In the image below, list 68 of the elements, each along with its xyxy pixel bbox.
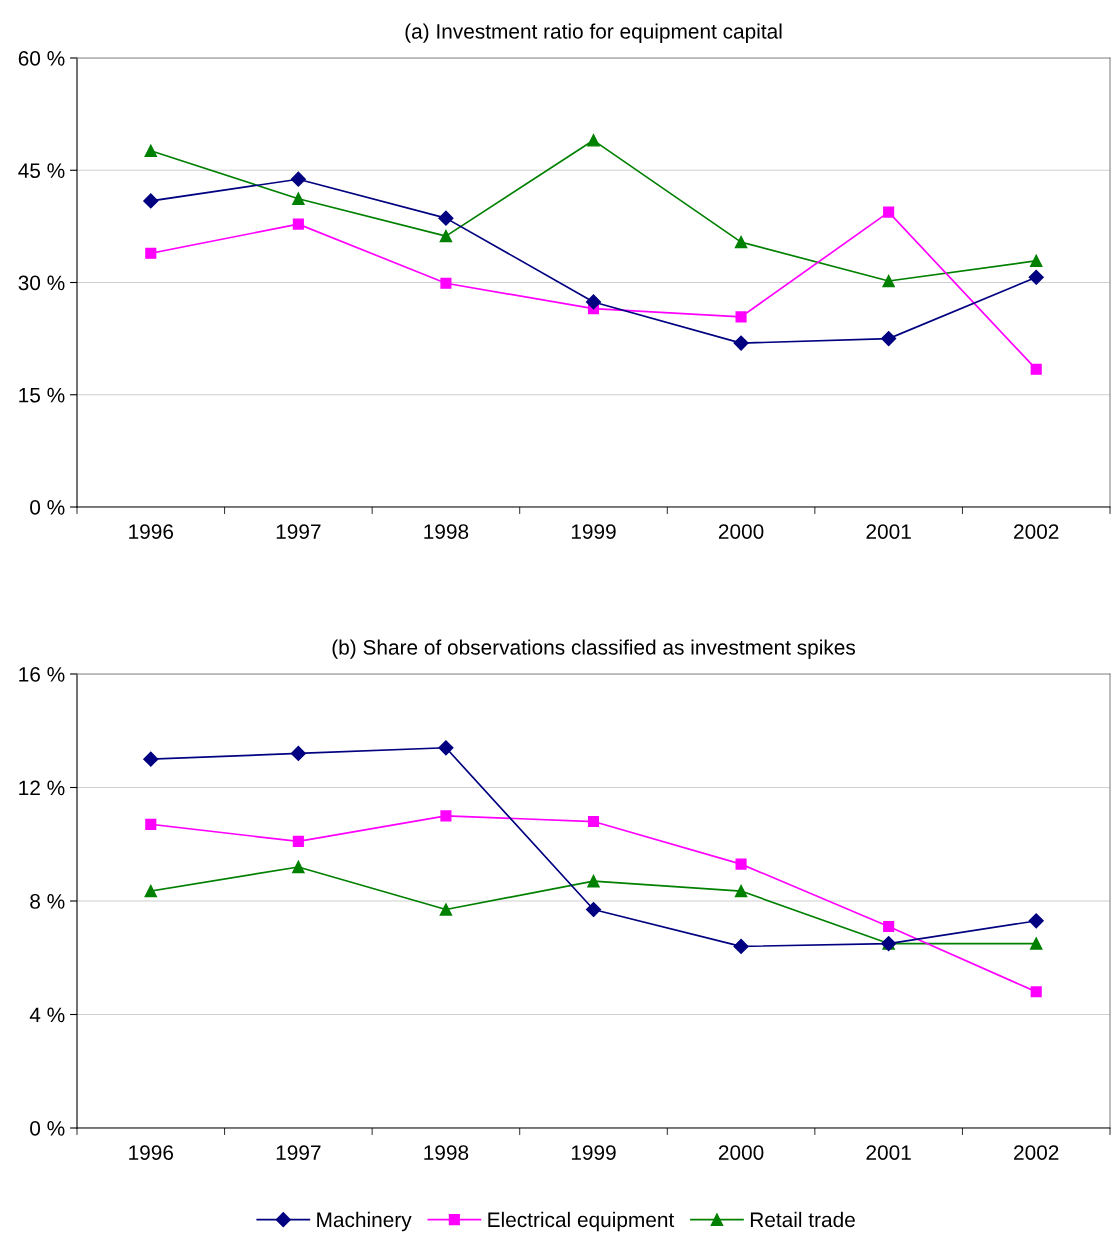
point	[438, 740, 454, 756]
point	[290, 171, 306, 187]
y-tick-label: 16 %	[19, 667, 65, 682]
point	[292, 835, 304, 847]
point	[735, 858, 747, 870]
point	[1028, 269, 1044, 285]
point	[145, 818, 157, 830]
point	[440, 277, 452, 289]
x-tick-label: 2002	[1014, 524, 1059, 539]
x-tick-label: 1999	[571, 524, 616, 539]
y-tick-label: 45 %	[18, 163, 65, 178]
point	[587, 874, 600, 888]
x-tick-label: 2001	[866, 1145, 911, 1160]
point	[439, 903, 453, 916]
point	[883, 206, 895, 218]
point	[881, 331, 897, 347]
point	[735, 311, 747, 323]
x-tick-label: 1999	[571, 1145, 616, 1160]
point	[143, 751, 159, 767]
point	[587, 815, 600, 828]
point	[440, 810, 452, 822]
point	[587, 134, 600, 147]
y-tick-label: 15 %	[19, 387, 65, 403]
y-tick-label: 0 %	[30, 1121, 65, 1136]
point	[292, 860, 305, 874]
point	[734, 884, 748, 898]
chart-title: (a) Investment ratio for equipment capital	[405, 23, 782, 43]
point	[292, 218, 304, 230]
point	[883, 920, 895, 933]
y-tick-label: 12 %	[19, 780, 65, 796]
point	[733, 335, 749, 351]
y-tick-label: 8 %	[30, 894, 65, 909]
point	[144, 144, 158, 158]
chart-title: (b) Share of observations classified as investment spikes	[332, 639, 856, 659]
x-tick-label: 1998	[424, 1145, 469, 1160]
y-tick-label: 4 %	[29, 1007, 65, 1023]
y-tick-label: 30 %	[18, 275, 65, 291]
x-tick-label: 2002	[1014, 1145, 1059, 1160]
point	[585, 901, 602, 918]
point	[439, 229, 453, 243]
point	[1030, 986, 1042, 998]
legend-label: Retail trade	[750, 1211, 855, 1228]
point	[144, 884, 158, 898]
legend-label: Machinery	[317, 1211, 412, 1232]
point	[1029, 937, 1043, 950]
point	[1028, 913, 1044, 929]
point	[1030, 363, 1042, 375]
x-tick-label: 2000	[718, 1145, 764, 1160]
x-tick-label: 2001	[866, 524, 911, 539]
point	[290, 745, 306, 762]
x-tick-label: 1998	[424, 524, 469, 539]
x-tick-label: 1996	[129, 1145, 174, 1160]
point	[1029, 254, 1043, 268]
x-tick-label: 2000	[718, 524, 764, 539]
point	[882, 274, 895, 288]
point	[292, 192, 305, 205]
legend-label: Electrical equipment	[488, 1211, 675, 1232]
point	[585, 294, 602, 310]
point	[143, 193, 159, 209]
y-tick-label: 60 %	[18, 51, 65, 66]
x-tick-label: 1997	[276, 524, 321, 539]
y-tick-label: 0 %	[30, 500, 65, 515]
point	[734, 235, 748, 249]
x-tick-label: 1997	[276, 1145, 321, 1160]
point	[733, 938, 749, 954]
point	[438, 210, 454, 226]
point	[145, 247, 157, 259]
x-tick-label: 1996	[129, 524, 174, 539]
